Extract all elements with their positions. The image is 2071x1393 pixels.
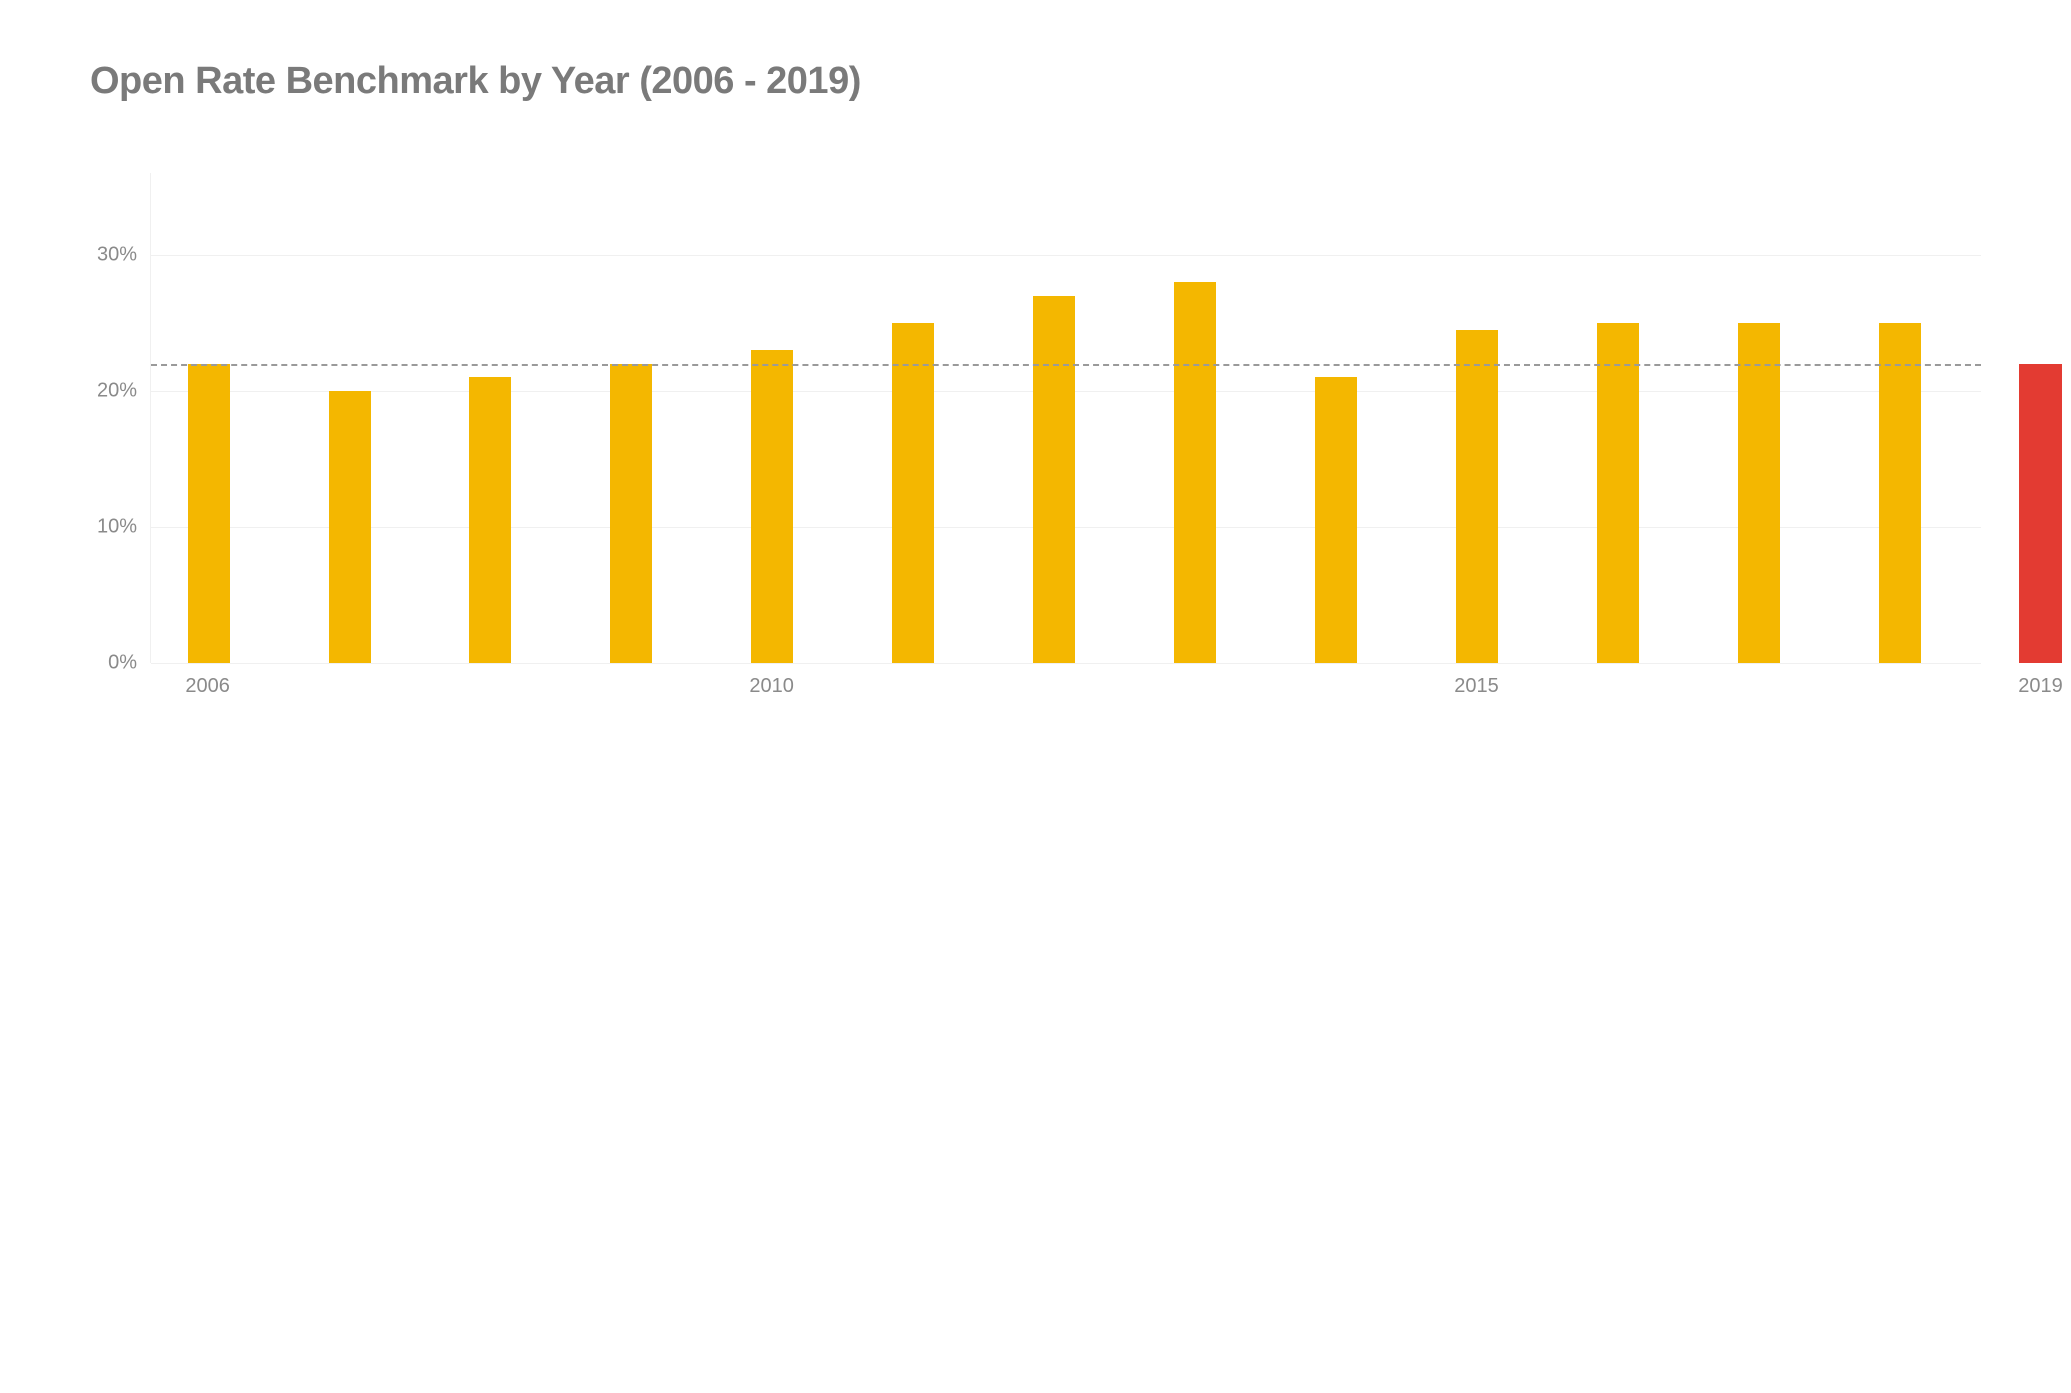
bar <box>610 364 652 663</box>
x-tick-label: 2019 <box>2018 675 2063 698</box>
x-tick-label: 2015 <box>1454 675 1499 698</box>
bars-layer <box>151 173 1981 663</box>
bar <box>188 364 230 663</box>
plot-area: 0%10%20%30% <box>150 173 1981 663</box>
x-tick-label: 2010 <box>749 675 794 698</box>
bar <box>1597 323 1639 663</box>
reference-line <box>151 364 1981 366</box>
x-axis: 2006201020152019 <box>150 663 1981 703</box>
bar <box>1738 323 1780 663</box>
bar <box>1315 377 1357 663</box>
bar <box>1033 296 1075 664</box>
chart-title: Open Rate Benchmark by Year (2006 - 2019… <box>90 60 1981 103</box>
bar <box>1456 330 1498 663</box>
bar <box>1174 282 1216 663</box>
bar <box>469 377 511 663</box>
y-tick-label: 10% <box>97 515 151 538</box>
y-tick-label: 20% <box>97 379 151 402</box>
bar <box>329 391 371 663</box>
x-tick-label: 2006 <box>185 675 230 698</box>
bar <box>1879 323 1921 663</box>
bar <box>892 323 934 663</box>
bar <box>2019 364 2061 663</box>
chart: 0%10%20%30% 2006201020152019 <box>90 173 1981 703</box>
bar <box>751 350 793 663</box>
y-tick-label: 30% <box>97 243 151 266</box>
y-tick-label: 0% <box>108 652 151 675</box>
